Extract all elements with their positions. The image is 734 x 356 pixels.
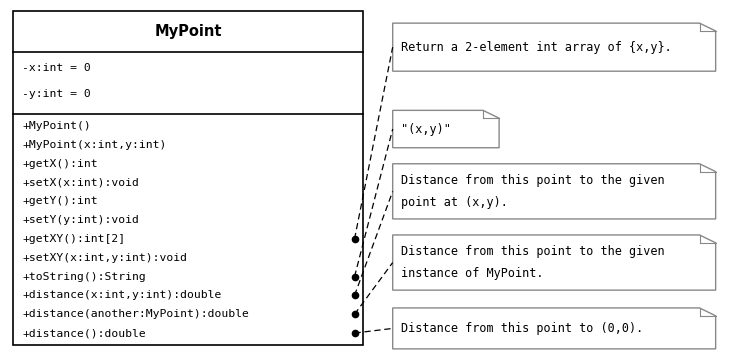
- Polygon shape: [393, 110, 499, 148]
- Text: Distance from this point to (0,0).: Distance from this point to (0,0).: [401, 322, 644, 335]
- Polygon shape: [393, 308, 716, 349]
- Polygon shape: [393, 235, 716, 290]
- Text: -y:int = 0: -y:int = 0: [22, 89, 91, 99]
- Polygon shape: [393, 23, 716, 71]
- Text: +setY(y:int):void: +setY(y:int):void: [22, 215, 139, 225]
- Text: +distance(another:MyPoint):double: +distance(another:MyPoint):double: [22, 309, 249, 319]
- Text: +getXY():int[2]: +getXY():int[2]: [22, 234, 125, 244]
- Text: -x:int = 0: -x:int = 0: [22, 63, 91, 73]
- Text: +distance():double: +distance():double: [22, 328, 146, 338]
- Text: +getY():int: +getY():int: [22, 197, 98, 206]
- Polygon shape: [13, 11, 363, 345]
- Text: Distance from this point to the given: Distance from this point to the given: [401, 245, 665, 258]
- Text: "(x,y)": "(x,y)": [401, 122, 451, 136]
- Text: Return a 2-element int array of {x,y}.: Return a 2-element int array of {x,y}.: [401, 41, 672, 54]
- Polygon shape: [393, 164, 716, 219]
- Text: +setXY(x:int,y:int):void: +setXY(x:int,y:int):void: [22, 253, 187, 263]
- Text: +setX(x:int):void: +setX(x:int):void: [22, 178, 139, 188]
- Text: +MyPoint(): +MyPoint(): [22, 121, 91, 131]
- Text: +getX():int: +getX():int: [22, 159, 98, 169]
- Text: +distance(x:int,y:int):double: +distance(x:int,y:int):double: [22, 290, 222, 300]
- Text: instance of MyPoint.: instance of MyPoint.: [401, 267, 544, 281]
- Text: +MyPoint(x:int,y:int): +MyPoint(x:int,y:int): [22, 140, 167, 150]
- Text: point at (x,y).: point at (x,y).: [401, 196, 509, 209]
- Text: Distance from this point to the given: Distance from this point to the given: [401, 173, 665, 187]
- Text: +toString():String: +toString():String: [22, 272, 146, 282]
- Text: MyPoint: MyPoint: [155, 23, 222, 39]
